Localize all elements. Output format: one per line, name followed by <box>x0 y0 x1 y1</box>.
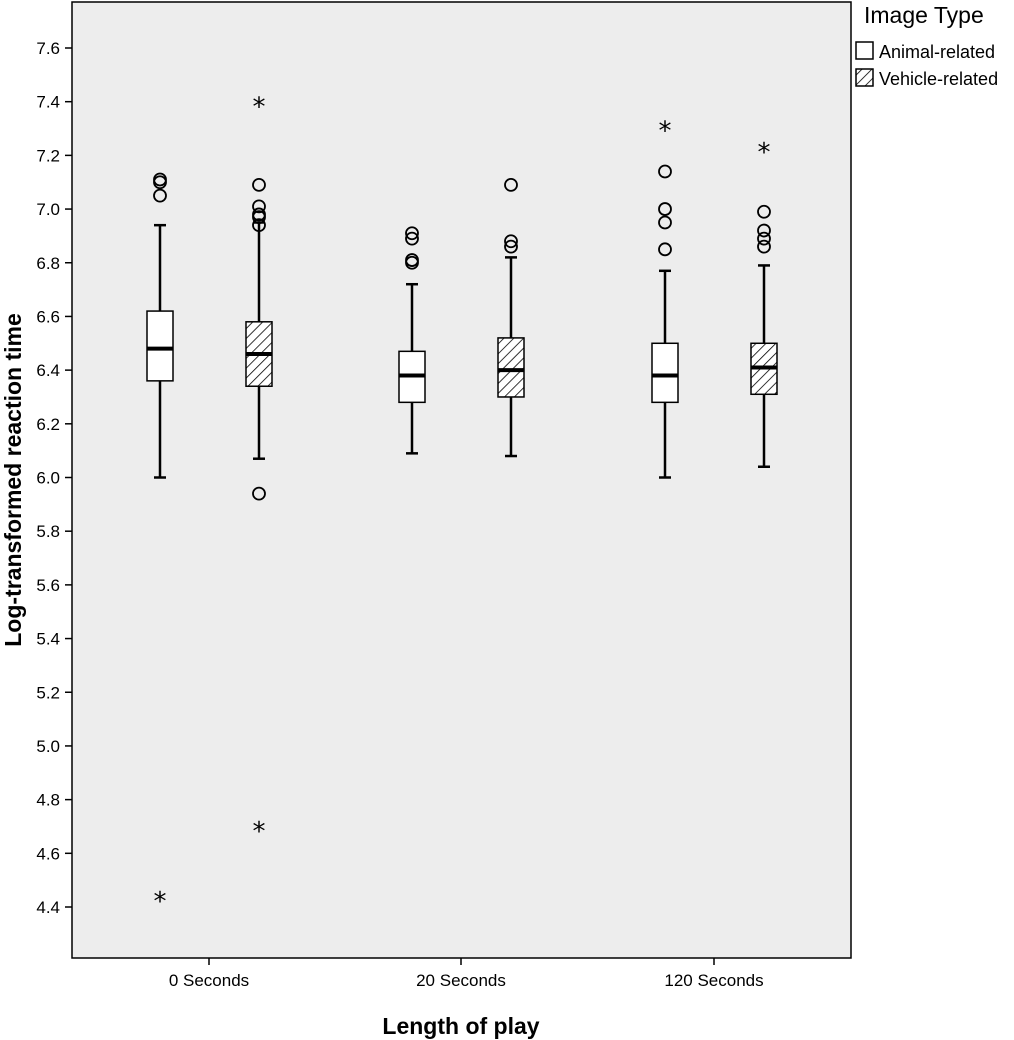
box-group: * <box>146 172 174 917</box>
y-tick-label: 7.6 <box>36 39 60 58</box>
y-tick-label: 6.4 <box>36 361 60 380</box>
legend-swatch-vehicle <box>855 68 874 87</box>
y-axis: 4.4 4.6 4.8 5.0 5.2 5.4 5.6 5.8 6.0 6.2 6.4 6.6 6.8 7… <box>36 39 72 917</box>
y-tick-label: 6.6 <box>36 307 60 326</box>
y-tick-label: 5.8 <box>36 522 60 541</box>
y-tick-label: 7.0 <box>36 200 60 219</box>
y-tick-label: 7.2 <box>36 146 60 165</box>
y-tick-label: 6.0 <box>36 469 60 488</box>
extreme-point: * <box>154 887 167 917</box>
y-axis-title: Log-transformed reaction time <box>0 313 26 647</box>
outlier-point <box>757 223 771 238</box>
y-tick-label: 4.6 <box>36 844 60 863</box>
x-tick-label: 0 Seconds <box>169 971 249 990</box>
legend-title: Image Type <box>864 2 984 28</box>
y-tick-label: 5.2 <box>36 683 60 702</box>
y-tick-label: 5.0 <box>36 737 60 756</box>
extreme-point: * <box>253 817 266 847</box>
boxes-layer: ***** <box>146 92 778 917</box>
legend-label-animal: Animal-related <box>879 42 995 62</box>
y-tick-label: 7.4 <box>36 93 60 112</box>
y-tick-label: 6.2 <box>36 415 60 434</box>
box <box>146 310 174 382</box>
y-tick-label: 5.6 <box>36 576 60 595</box>
outlier-point <box>153 172 167 187</box>
outlier-point <box>757 231 771 246</box>
box-group: * <box>651 117 679 479</box>
extreme-point: * <box>253 92 266 122</box>
y-tick-label: 5.4 <box>36 630 60 649</box>
box-group <box>497 178 525 458</box>
box <box>497 337 525 398</box>
legend: Image Type Animal-related Vehicle-relate… <box>855 2 998 89</box>
x-tick-label: 120 Seconds <box>664 971 763 990</box>
outlier-point <box>757 239 771 254</box>
box <box>651 342 679 404</box>
box-group: * <box>750 138 778 469</box>
extreme-point: * <box>758 138 771 168</box>
plot-area <box>71 1 852 959</box>
outlier-point <box>252 486 266 501</box>
legend-swatch-animal <box>855 41 874 60</box>
outlier-point <box>504 234 518 249</box>
outlier-point <box>504 178 518 192</box>
x-axis-title: Length of play <box>382 1013 539 1039</box>
legend-label-vehicle: Vehicle-related <box>879 69 998 89</box>
outlier-point <box>405 226 419 241</box>
outlier-point <box>252 178 266 192</box>
x-tick-label: 20 Seconds <box>416 971 506 990</box>
y-tick-label: 6.8 <box>36 254 60 273</box>
x-axis: 0 Seconds 20 Seconds 120 Seconds <box>169 958 764 990</box>
outlier-point <box>405 231 419 246</box>
outlier-point <box>658 202 672 216</box>
outlier-point <box>153 188 167 203</box>
extreme-point: * <box>659 117 672 147</box>
y-tick-label: 4.8 <box>36 791 60 810</box>
outlier-point <box>252 199 266 214</box>
outlier-point <box>658 242 672 257</box>
outlier-point <box>658 164 672 179</box>
outlier-point <box>252 218 266 233</box>
outlier-point <box>504 239 518 254</box>
outlier-point <box>252 207 266 222</box>
box-group <box>398 226 426 455</box>
outlier-point <box>405 253 419 267</box>
outlier-point <box>757 204 771 219</box>
box-group: ** <box>245 92 273 847</box>
outlier-point <box>658 215 672 230</box>
y-tick-label: 4.4 <box>36 898 60 917</box>
